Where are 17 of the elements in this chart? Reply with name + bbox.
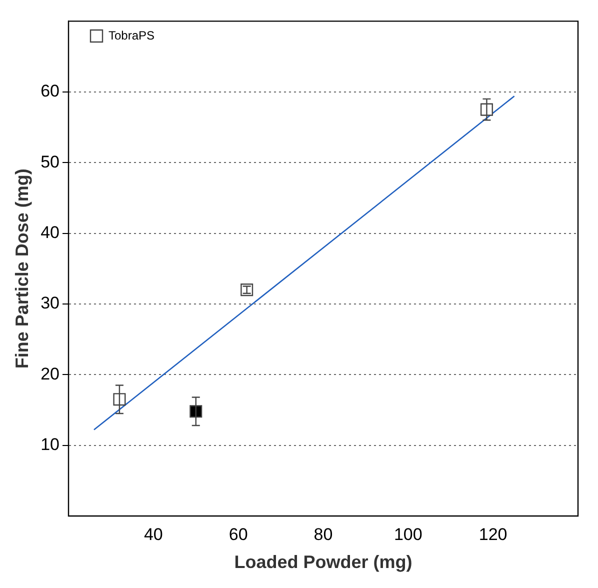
point	[190, 405, 202, 418]
point	[240, 284, 254, 296]
y-tick-label: 20	[40, 364, 60, 384]
x-tick-label: 100	[394, 524, 422, 544]
legend-label: TobraPS	[108, 28, 155, 42]
y-tick-label: 50	[40, 152, 60, 172]
x-tick-label: 120	[478, 524, 508, 544]
y-axis-title: Fine Particle Dose (mg)	[12, 168, 32, 369]
x-tick-label: 40	[144, 524, 163, 544]
y-tick-label: 30	[40, 294, 60, 313]
x-axis-title: Loaded Powder (mg)	[234, 552, 412, 572]
y-tick-label: 10	[40, 435, 60, 454]
y-tick-label: 40	[40, 222, 60, 242]
x-tick-label: 60	[228, 524, 248, 544]
x-tick-label: 80	[314, 524, 333, 544]
point	[113, 393, 126, 406]
y-tick-label: 60	[40, 82, 60, 101]
